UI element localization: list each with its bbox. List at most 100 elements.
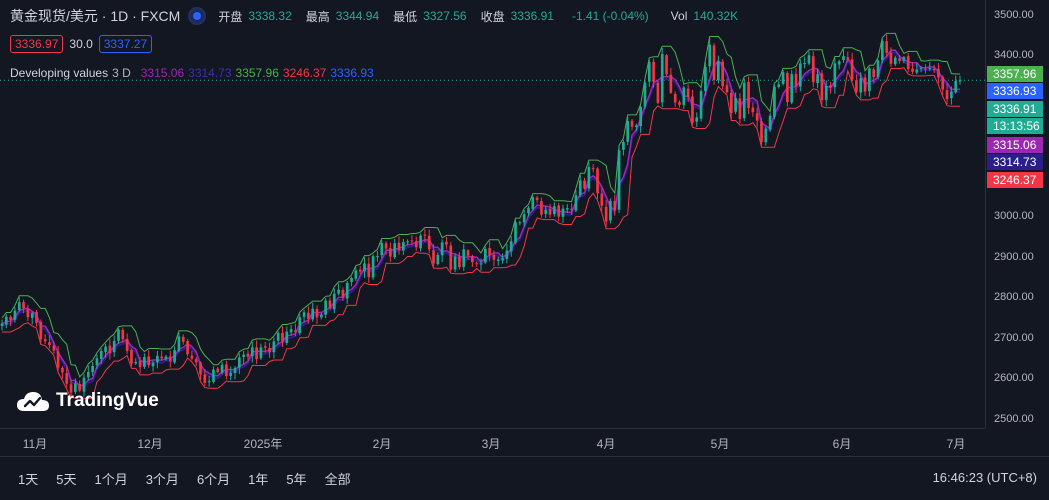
candle-body <box>773 86 776 117</box>
candle-body <box>56 351 60 368</box>
candle-body <box>294 330 297 333</box>
candle-body <box>764 128 768 143</box>
candle-body <box>78 383 82 391</box>
candle-body <box>941 76 945 90</box>
developing-values-legend: Developing values 3 D 3315.06 3314.73 33… <box>10 66 378 80</box>
candle-body <box>755 113 759 121</box>
candle-body <box>522 214 526 223</box>
candle-body <box>527 207 530 214</box>
price-chart[interactable] <box>0 0 985 428</box>
candle-body <box>263 346 267 348</box>
low-label: 最低 <box>393 9 418 24</box>
candle-body <box>160 356 164 359</box>
candle-body <box>259 347 263 359</box>
indicator-value-b[interactable]: 3337.27 <box>98 35 153 53</box>
candle-body <box>345 282 349 299</box>
candle-body <box>445 241 448 245</box>
candle-body <box>604 206 608 222</box>
candle-body <box>0 323 4 327</box>
price-tick: 2700.00 <box>994 332 1034 344</box>
candle-body <box>423 234 427 236</box>
candle-body <box>682 87 686 105</box>
candle-body <box>518 222 522 224</box>
time-axis[interactable]: 11月 12月 2025年 2月 3月 4月 5月 6月 7月 <box>0 428 985 456</box>
candle-body <box>181 336 185 342</box>
candle-body <box>729 92 733 113</box>
candle-body <box>475 263 479 265</box>
candle-body <box>414 241 418 248</box>
high-value: 3344.94 <box>335 9 380 23</box>
volume-label: Vol <box>670 9 688 23</box>
candle-body <box>514 222 517 243</box>
candle-body <box>609 200 612 221</box>
dev-value-green: 3357.96 <box>235 66 279 80</box>
candle-body <box>531 197 535 209</box>
candle-body <box>583 180 586 189</box>
candle-body <box>889 52 893 64</box>
range-1m-button[interactable]: 1个月 <box>94 472 128 487</box>
candle-body <box>613 201 617 211</box>
indicator-value-a[interactable]: 3336.97 <box>10 35 64 53</box>
candle-body <box>954 81 958 93</box>
range-toolbar: 1天 5天 1个月 3个月 6个月 1年 5年 全部 16:46:23 (UTC… <box>0 456 1049 500</box>
candle-body <box>777 84 781 87</box>
candle-body <box>337 289 340 294</box>
candle-body <box>9 316 12 320</box>
candle-body <box>945 90 949 100</box>
candle-body <box>156 355 159 363</box>
candle-body <box>717 61 720 81</box>
price-tick: 3000.00 <box>994 210 1034 222</box>
candle-body <box>656 82 660 103</box>
candle-body <box>268 348 271 353</box>
candle-body <box>319 314 323 318</box>
range-5y-button[interactable]: 5年 <box>286 472 307 487</box>
clock[interactable]: 16:46:23 (UTC+8) <box>932 470 1037 485</box>
candle-body <box>488 248 491 256</box>
price-axis[interactable]: 3500.00 3400.00 3000.00 2900.00 2800.00 … <box>985 0 1049 428</box>
candle-body <box>449 245 453 270</box>
developing-purple-line <box>1 49 960 388</box>
candle-body <box>548 208 552 215</box>
candle-body <box>872 69 876 78</box>
candle-body <box>591 168 595 170</box>
candle-body <box>186 341 189 355</box>
candle-body <box>26 309 30 318</box>
candle-body <box>233 367 237 373</box>
candle-body <box>811 56 815 83</box>
candle-body <box>928 68 932 70</box>
candle-body <box>868 68 871 92</box>
indicator-title[interactable]: Developing values <box>10 66 109 80</box>
candle-body <box>958 80 962 82</box>
candle-body <box>669 74 673 93</box>
chart-area[interactable] <box>0 0 985 428</box>
cloud-logo-icon <box>17 392 49 411</box>
candle-body <box>721 61 724 87</box>
range-1d-button[interactable]: 1天 <box>18 472 39 487</box>
candle-body <box>678 102 681 105</box>
range-6m-button[interactable]: 6个月 <box>196 472 231 487</box>
candle-body <box>738 98 742 120</box>
candle-body <box>462 249 466 267</box>
candle-body <box>760 121 763 143</box>
open-value: 3338.32 <box>248 9 292 23</box>
time-tick: 2月 <box>372 437 392 451</box>
candle-body <box>43 339 47 342</box>
candle-body <box>74 383 77 392</box>
candle-body <box>557 205 561 217</box>
candle-body <box>17 302 21 310</box>
candle-body <box>168 356 172 362</box>
candle-body <box>246 353 250 357</box>
candle-body <box>635 125 638 127</box>
last-price-tag: 3336.91 <box>987 101 1043 117</box>
range-3m-button[interactable]: 3个月 <box>145 472 179 487</box>
range-all-button[interactable]: 全部 <box>324 472 351 487</box>
candle-body <box>121 329 125 340</box>
candle-body <box>164 356 168 360</box>
range-5d-button[interactable]: 5天 <box>56 472 77 487</box>
lower-band-line <box>2 67 960 399</box>
symbol-title[interactable]: 黄金现货/美元 · 1D · FXCM <box>10 8 181 24</box>
candle-body <box>363 263 366 272</box>
candle-body <box>117 329 120 341</box>
range-1y-button[interactable]: 1年 <box>248 472 269 487</box>
dev-value-blue: 3336.93 <box>330 66 374 80</box>
